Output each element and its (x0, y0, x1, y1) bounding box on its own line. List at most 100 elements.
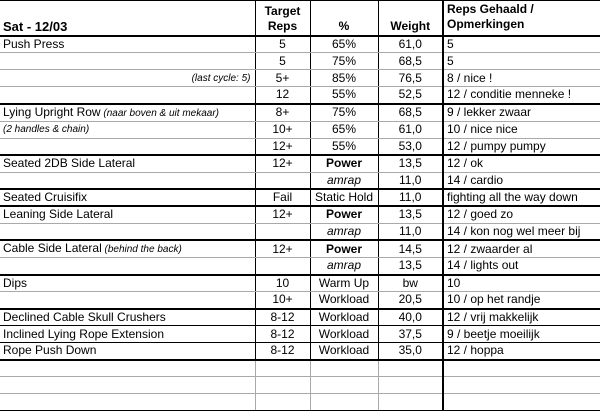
remarks-cell[interactable]: 12 / hoppa (442, 342, 600, 361)
percent-cell[interactable]: 65% (309, 121, 378, 139)
weight-cell[interactable]: 13,5 (377, 206, 443, 224)
percent-cell[interactable] (309, 359, 378, 377)
remarks-cell[interactable]: 10 (442, 274, 600, 292)
weight-cell[interactable] (377, 376, 443, 394)
remarks-cell[interactable] (442, 393, 600, 411)
percent-cell[interactable] (309, 376, 378, 394)
percent-cell[interactable]: amrap (309, 257, 378, 276)
weight-cell[interactable]: 20,5 (377, 291, 443, 310)
remarks-cell[interactable]: 12 / ok (442, 155, 600, 173)
weight-cell[interactable]: 53,0 (377, 138, 443, 156)
percent-cell[interactable]: Static Hold (309, 189, 378, 207)
percent-cell[interactable]: Workload (309, 342, 378, 361)
percent-cell[interactable]: Workload (309, 291, 378, 310)
percent-cell[interactable]: amrap (309, 223, 378, 241)
exercise-cell[interactable]: Lying Upright Row (naar boven & uit meka… (0, 103, 255, 122)
remarks-cell[interactable]: 12 / zwaarder al (442, 240, 600, 258)
remarks-cell[interactable]: 12 / goed zo (442, 206, 600, 224)
percent-cell[interactable]: 65% (309, 35, 378, 53)
weight-cell[interactable]: bw (377, 274, 443, 292)
target-reps-cell[interactable]: 10 (254, 274, 310, 292)
target-reps-cell[interactable] (254, 172, 310, 190)
exercise-cell[interactable]: Dips (0, 274, 255, 292)
percent-cell[interactable]: 75% (309, 103, 378, 122)
weight-cell[interactable]: 13,5 (377, 257, 443, 276)
weight-cell[interactable]: 14,5 (377, 240, 443, 258)
remarks-cell[interactable]: 14 / kon nog wel meer bij (442, 223, 600, 241)
weight-cell[interactable]: 11,0 (377, 223, 443, 241)
remarks-cell[interactable]: fighting all the way down (442, 189, 600, 207)
exercise-cell[interactable]: (last cycle: 5) (0, 69, 255, 87)
remarks-cell[interactable]: 12 / conditie menneke ! (442, 86, 600, 105)
target-reps-cell[interactable] (254, 393, 310, 411)
weight-cell[interactable]: 37,5 (377, 325, 443, 343)
weight-cell[interactable]: 13,5 (377, 155, 443, 173)
column-header-percent[interactable]: % (309, 0, 378, 37)
exercise-cell[interactable] (0, 376, 255, 394)
target-reps-cell[interactable]: 10+ (254, 121, 310, 139)
exercise-cell[interactable] (0, 291, 255, 310)
percent-cell[interactable]: Workload (309, 325, 378, 343)
weight-cell[interactable]: 11,0 (377, 189, 443, 207)
exercise-cell[interactable] (0, 393, 255, 411)
percent-cell[interactable]: 55% (309, 138, 378, 156)
column-header-weight[interactable]: Weight (377, 0, 443, 37)
weight-cell[interactable]: 68,5 (377, 52, 443, 70)
weight-cell[interactable]: 61,0 (377, 35, 443, 53)
remarks-cell[interactable]: 14 / cardio (442, 172, 600, 190)
target-reps-cell[interactable] (254, 359, 310, 377)
remarks-cell[interactable]: 12 / pumpy pumpy (442, 138, 600, 156)
exercise-cell[interactable] (0, 359, 255, 377)
weight-cell[interactable]: 40,0 (377, 308, 443, 326)
percent-cell[interactable]: Power (309, 206, 378, 224)
exercise-cell[interactable]: Seated Cruisifix (0, 189, 255, 207)
weight-cell[interactable]: 68,5 (377, 103, 443, 122)
weight-cell[interactable] (377, 359, 443, 377)
remarks-cell[interactable] (442, 376, 600, 394)
exercise-cell[interactable] (0, 86, 255, 105)
target-reps-cell[interactable]: 5+ (254, 69, 310, 87)
exercise-cell[interactable]: Push Press (0, 35, 255, 53)
exercise-cell[interactable]: Declined Cable Skull Crushers (0, 308, 255, 326)
percent-cell[interactable]: amrap (309, 172, 378, 190)
exercise-cell[interactable] (0, 52, 255, 70)
target-reps-cell[interactable]: 12+ (254, 138, 310, 156)
percent-cell[interactable]: 85% (309, 69, 378, 87)
exercise-cell[interactable]: Rope Push Down (0, 342, 255, 361)
target-reps-cell[interactable] (254, 376, 310, 394)
percent-cell[interactable]: Power (309, 240, 378, 258)
sheet-title-cell[interactable]: Sat - 12/03 (0, 0, 255, 37)
remarks-cell[interactable]: 9 / lekker zwaar (442, 103, 600, 122)
remarks-cell[interactable]: 5 (442, 35, 600, 53)
target-reps-cell[interactable]: Fail (254, 189, 310, 207)
target-reps-cell[interactable]: 12+ (254, 155, 310, 173)
column-header-remarks[interactable]: Reps Gehaald / Opmerkingen (442, 0, 600, 37)
percent-cell[interactable]: Workload (309, 308, 378, 326)
exercise-cell[interactable] (0, 172, 255, 190)
percent-cell[interactable]: 55% (309, 86, 378, 105)
exercise-cell[interactable]: Leaning Side Lateral (0, 206, 255, 224)
weight-cell[interactable]: 61,0 (377, 121, 443, 139)
weight-cell[interactable]: 52,5 (377, 86, 443, 105)
weight-cell[interactable]: 76,5 (377, 69, 443, 87)
exercise-cell[interactable] (0, 223, 255, 241)
weight-cell[interactable]: 35,0 (377, 342, 443, 361)
weight-cell[interactable]: 11,0 (377, 172, 443, 190)
target-reps-cell[interactable]: 8+ (254, 103, 310, 122)
percent-cell[interactable] (309, 393, 378, 411)
percent-cell[interactable]: Warm Up (309, 274, 378, 292)
remarks-cell[interactable]: 12 / vrij makkelijk (442, 308, 600, 326)
percent-cell[interactable]: 75% (309, 52, 378, 70)
target-reps-cell[interactable]: 8-12 (254, 342, 310, 361)
target-reps-cell[interactable]: 12 (254, 86, 310, 105)
percent-cell[interactable]: Power (309, 155, 378, 173)
remarks-cell[interactable]: 5 (442, 52, 600, 70)
exercise-cell[interactable]: Cable Side Lateral (behind the back) (0, 240, 255, 258)
target-reps-cell[interactable]: 8-12 (254, 325, 310, 343)
target-reps-cell[interactable]: 8-12 (254, 308, 310, 326)
target-reps-cell[interactable]: 10+ (254, 291, 310, 310)
exercise-cell[interactable]: Inclined Lying Rope Extension (0, 325, 255, 343)
target-reps-cell[interactable]: 5 (254, 52, 310, 70)
target-reps-cell[interactable]: 12+ (254, 206, 310, 224)
target-reps-cell[interactable]: 12+ (254, 240, 310, 258)
